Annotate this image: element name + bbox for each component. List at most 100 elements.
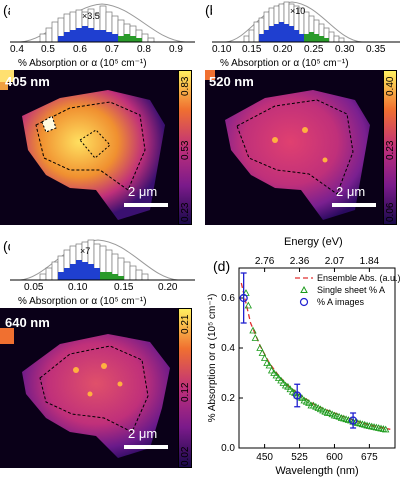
panel-c-histogram — [10, 238, 195, 282]
panel-a-tick: 0.4 — [10, 44, 24, 55]
panel-b-cb-tick: 0.06 — [385, 202, 396, 222]
panel-c-histogram-svg — [10, 239, 195, 281]
panel-a-cb-tick: 0.53 — [180, 140, 191, 160]
panel-a-hist-bars-blue — [58, 26, 118, 42]
panel-b-tick: 0.20 — [273, 44, 293, 55]
panel-b-tick: 0.30 — [335, 44, 355, 55]
panel-c-tick: 0.10 — [68, 282, 88, 293]
panel-a-scalebar-label: 2 μm — [128, 184, 158, 199]
panel-b-hist-bars-green — [304, 32, 329, 42]
single-sheet-point — [249, 326, 257, 334]
panel-c-cb-tick: 0.12 — [180, 382, 191, 402]
legend-single-sheet-swatch — [300, 285, 308, 293]
panel-a-multiplier: ×3.5 — [82, 11, 100, 21]
single-sheet-point — [267, 366, 276, 374]
x-tick-label: 600 — [326, 452, 343, 463]
panel-c-cb-tick: 0.21 — [180, 314, 191, 334]
legend-images-label: % A images — [317, 297, 365, 307]
panel-a-tick: 0.9 — [169, 44, 183, 55]
panel-a-histogram — [10, 0, 195, 44]
single-sheet-point — [270, 369, 278, 376]
top-tick-label: 2.76 — [255, 256, 275, 267]
single-sheet-point — [277, 376, 285, 384]
panel-a-map-svg — [0, 70, 165, 220]
panel-b-colorbar — [383, 70, 397, 225]
single-sheet-point — [279, 379, 287, 386]
single-sheet-point — [256, 344, 264, 351]
panel-b-scalebar — [332, 203, 376, 207]
panel-c-map-svg — [0, 328, 170, 458]
panel-c-tick: 0.15 — [114, 282, 134, 293]
panel-c-axis-ticks: 0.05 0.10 0.15 0.20 — [10, 282, 195, 294]
panel-b-axis-ticks: 0.10 0.15 0.20 0.25 0.30 0.35 — [212, 44, 400, 56]
y-tick-label: 0.2 — [221, 393, 235, 404]
panel-d-label: (d) — [213, 258, 231, 274]
panel-b-map — [205, 70, 383, 225]
single-sheet-point — [244, 301, 252, 309]
panel-c-hist-bars-green — [100, 272, 124, 280]
top-tick-label: 1.84 — [360, 256, 380, 267]
absorption-plot-svg: 450 525 600 675 2.76 2.36 2.07 1.84 0.0 0.2 0.4 0.6… — [207, 256, 401, 477]
panel-b-hist-bars-blue — [259, 22, 304, 42]
panel-a-axis-title: % Absorption or α (10⁵ cm⁻¹) — [18, 58, 147, 69]
y-tick-label: 0.6 — [221, 293, 235, 304]
panel-a-hist-bars-green — [118, 34, 142, 42]
panel-a-tick: 0.6 — [73, 44, 87, 55]
single-sheet-point — [265, 361, 273, 369]
single-sheet-point — [305, 399, 313, 406]
panel-c-hist-bars-blue — [58, 260, 100, 280]
panel-a-tick: 0.5 — [41, 44, 55, 55]
x-axis-title: Wavelength (nm) — [275, 465, 358, 477]
panel-b-wavelength: 520 nm — [209, 74, 254, 89]
panel-c-colorbar — [178, 308, 192, 468]
panel-c-tick: 0.20 — [158, 282, 178, 293]
panel-b-tick: 0.35 — [366, 44, 386, 55]
single-sheet-point — [274, 374, 283, 381]
panel-c-cb-tick: 0.02 — [180, 446, 191, 466]
panel-a-cb-tick: 0.83 — [180, 76, 191, 96]
panel-c-scalebar-label: 2 μm — [128, 426, 158, 441]
legend-images-swatch — [299, 297, 309, 307]
panel-a-tick: 0.8 — [137, 44, 151, 55]
panel-b-tick: 0.15 — [242, 44, 262, 55]
image-point — [239, 293, 248, 303]
top-tick-label: 2.07 — [325, 256, 345, 267]
top-axis-title: Energy (eV) — [284, 236, 343, 248]
single-sheet-point — [382, 425, 390, 433]
panel-c-multiplier: ×7 — [80, 246, 91, 256]
panel-c-map — [0, 308, 178, 468]
x-tick-label: 450 — [256, 452, 273, 463]
panel-a-map — [0, 70, 178, 225]
panel-b-scalebar-label: 2 μm — [336, 184, 366, 199]
single-sheet-point — [272, 371, 280, 379]
panel-a-scalebar — [124, 203, 168, 207]
single-sheet-point — [258, 349, 266, 356]
panel-b-histogram — [212, 0, 400, 44]
top-tick-label: 2.36 — [290, 256, 310, 267]
panel-a-tick: 0.7 — [105, 44, 119, 55]
panel-b-axis-title: % Absorption or α (10⁵ cm⁻¹) — [220, 58, 349, 69]
y-tick-label: 0.4 — [221, 343, 235, 354]
panel-b-cb-tick: 0.40 — [385, 76, 396, 96]
panel-b-histogram-svg — [212, 1, 400, 43]
image-point — [293, 391, 302, 400]
panel-a-histogram-svg — [10, 3, 195, 43]
x-tick-label: 525 — [291, 452, 308, 463]
panel-a-cb-tick: 0.23 — [180, 202, 191, 222]
single-sheet-point — [291, 389, 299, 396]
panel-c-tick: 0.05 — [24, 282, 44, 293]
absorption-plot: 450 525 600 675 2.76 2.36 2.07 1.84 0.0 0.2 0.4 0.6… — [203, 248, 403, 479]
single-sheet-point — [284, 382, 292, 390]
panel-b-tick: 0.10 — [212, 44, 232, 55]
panel-c-wavelength: 640 nm — [5, 315, 50, 330]
single-sheet-point — [286, 385, 294, 393]
x-tick-label: 675 — [361, 452, 378, 463]
single-sheet-point — [263, 359, 271, 366]
y-axis-title: % Absorption or α (10⁵ cm⁻¹) — [207, 294, 218, 423]
panel-a-axis-ticks: 0.4 0.5 0.6 0.7 0.8 0.9 — [10, 44, 195, 56]
y-tick-label: 0.0 — [221, 443, 235, 454]
panel-b-multiplier: ×10 — [290, 6, 306, 16]
panel-c-scalebar — [124, 445, 168, 449]
single-sheet-point — [260, 354, 269, 361]
legend-single-sheet-label: Single sheet % A — [317, 285, 385, 295]
